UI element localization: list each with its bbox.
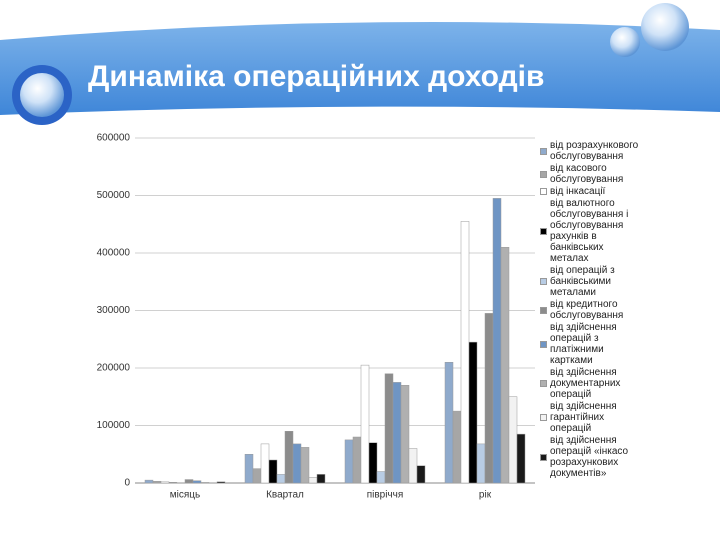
y-tick-label: 400000 <box>97 248 131 259</box>
plot: 0 100000 200000 300000 400000 500000 600000 міс… <box>97 133 535 501</box>
bar <box>300 447 310 484</box>
legend-swatch <box>540 306 547 314</box>
legend-swatch <box>540 453 547 461</box>
bar <box>352 436 362 484</box>
slide-title: Динаміка операційних доходів <box>88 60 544 93</box>
bar <box>276 474 286 484</box>
bar <box>484 313 494 484</box>
legend: від розрахункового обслуговування від кас… <box>540 140 640 525</box>
legend-swatch <box>540 170 547 178</box>
title-banner <box>0 22 720 115</box>
bar <box>400 385 410 484</box>
bar <box>444 362 454 484</box>
bar <box>260 443 270 484</box>
legend-swatch <box>540 278 547 285</box>
legend-label: від здійснення документарних операцій <box>550 367 621 400</box>
bar <box>416 465 426 484</box>
legend-item: від розрахункового обслуговування <box>540 140 640 162</box>
bar <box>160 481 170 484</box>
bar <box>476 443 486 484</box>
bar <box>284 431 294 484</box>
bar <box>384 373 394 484</box>
bar <box>244 454 254 484</box>
bar <box>368 442 378 484</box>
legend-label: від здійснення операцій «інкасо розрахун… <box>550 435 629 479</box>
x-tick-label: півріччя <box>367 490 404 501</box>
y-tick-label: 100000 <box>97 420 131 431</box>
bar <box>344 439 354 484</box>
bar <box>468 341 478 484</box>
bar <box>376 471 386 484</box>
y-tick-label: 600000 <box>97 133 131 144</box>
legend-label: від розрахункового обслуговування <box>550 140 639 162</box>
legend-item: від кредитного обслуговування <box>540 299 640 321</box>
legend-item: від операцій з банківськими металами <box>540 265 640 298</box>
bar <box>452 410 462 484</box>
bar <box>192 480 202 484</box>
bar <box>500 247 510 484</box>
legend-item: від здійснення документарних операцій <box>540 367 640 400</box>
y-tick-label: 0 <box>124 478 130 489</box>
legend-item: від здійснення гарантійних операцій <box>540 401 640 434</box>
bar <box>508 396 518 484</box>
bar <box>492 198 502 484</box>
y-tick-label: 300000 <box>97 305 131 316</box>
legend-item: від касового обслуговування <box>540 163 640 185</box>
bar <box>252 468 262 484</box>
decor-circle <box>641 3 689 51</box>
bar <box>516 433 526 484</box>
bar <box>292 443 302 484</box>
bar <box>152 481 162 484</box>
legend-item: від інкасації <box>540 186 640 197</box>
legend-swatch <box>540 188 547 195</box>
bar <box>200 482 210 484</box>
legend-label: від операцій з банківськими металами <box>550 265 615 298</box>
bar <box>392 382 402 484</box>
legend-item: від здійснення операцій з платіжними кар… <box>540 322 640 366</box>
legend-label: від здійснення операцій з платіжними кар… <box>550 322 617 366</box>
bar <box>360 364 370 484</box>
bar <box>184 479 194 484</box>
decor-circle <box>20 73 64 117</box>
legend-label: від кредитного обслуговування <box>550 299 624 321</box>
decor-circle <box>610 27 640 57</box>
legend-swatch <box>540 147 547 155</box>
bar <box>308 477 318 484</box>
bar <box>144 479 154 484</box>
x-tick-label: Квартал <box>266 490 304 501</box>
legend-swatch <box>540 380 547 387</box>
bar <box>268 459 278 484</box>
bar <box>316 474 326 484</box>
legend-item: від валютного обслуговування і обслугову… <box>540 198 640 264</box>
legend-item: від здійснення операцій «інкасо розрахун… <box>540 435 640 479</box>
bar <box>168 482 178 484</box>
x-tick-label: місяць <box>170 490 200 501</box>
bar <box>408 448 418 484</box>
x-tick-label: рік <box>479 490 492 501</box>
y-tick-label: 200000 <box>97 363 131 374</box>
y-tick-label: 500000 <box>97 190 131 201</box>
legend-label: від інкасації <box>550 186 606 197</box>
legend-label: від валютного обслуговування і обслугову… <box>550 198 629 264</box>
legend-swatch <box>540 414 547 421</box>
legend-swatch <box>540 227 547 235</box>
legend-swatch <box>540 340 547 348</box>
legend-label: від касового обслуговування <box>550 163 624 185</box>
bar <box>460 221 470 484</box>
bar <box>216 481 226 484</box>
legend-label: від здійснення гарантійних операцій <box>550 401 617 434</box>
